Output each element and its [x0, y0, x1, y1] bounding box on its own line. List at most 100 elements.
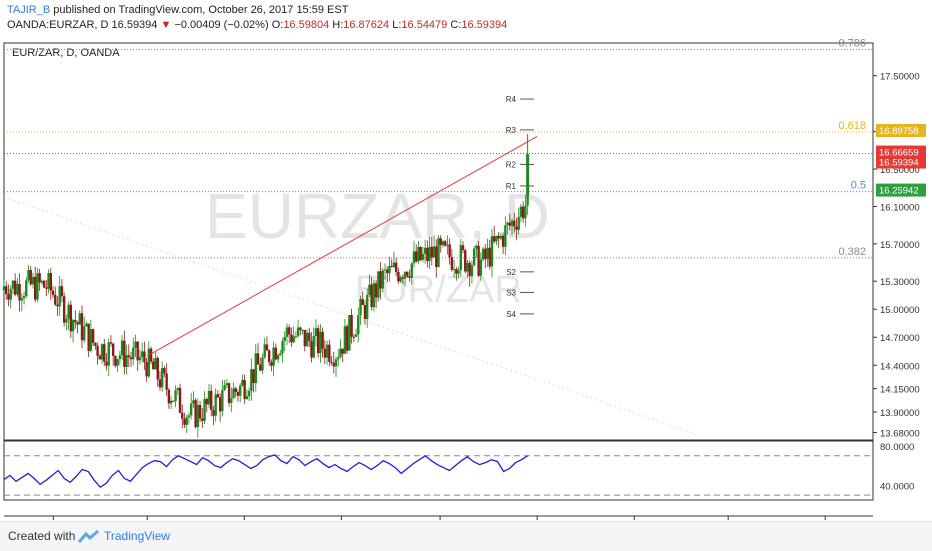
- candle-body: [18, 283, 21, 301]
- candle-body: [423, 247, 427, 254]
- candle-body: [341, 348, 344, 354]
- candle-body: [403, 271, 407, 279]
- candle-body: [354, 334, 358, 337]
- watermark-symbol: EURZAR, D: [205, 180, 550, 252]
- candle-body: [276, 355, 280, 360]
- candle-body: [386, 269, 389, 274]
- candle-body: [16, 283, 19, 295]
- candle-body: [218, 397, 222, 412]
- candle-body: [392, 262, 396, 267]
- candle-body: [71, 319, 75, 332]
- price-tag: [876, 183, 926, 197]
- candle-body: [506, 222, 509, 226]
- candle-body: [58, 286, 61, 307]
- candle-body: [56, 304, 59, 307]
- candle-body: [163, 368, 166, 374]
- candle-body: [203, 399, 206, 421]
- candle-body: [169, 400, 173, 404]
- candle-body: [178, 387, 182, 413]
- candle-body: [13, 280, 17, 295]
- candle-body: [36, 273, 39, 300]
- candle-body: [40, 280, 44, 283]
- candle-body: [212, 410, 215, 416]
- candle-body: [365, 294, 369, 320]
- candle-body: [138, 357, 142, 361]
- candle-body: [143, 351, 146, 363]
- candle-body: [372, 283, 376, 308]
- candle-body: [415, 251, 418, 262]
- pivot-label: S4: [506, 310, 516, 319]
- candle-body: [192, 400, 195, 404]
- candle-body: [486, 247, 489, 260]
- candle-body: [45, 287, 48, 289]
- pivot-label: R3: [506, 126, 517, 135]
- author-link[interactable]: TAJIR_B: [7, 4, 51, 16]
- candle-body: [114, 355, 117, 366]
- candle-body: [439, 238, 442, 246]
- candle-body: [5, 286, 8, 295]
- close-label: C:: [450, 19, 462, 31]
- candle-body: [321, 331, 324, 349]
- candle-body: [189, 403, 193, 416]
- candle-body: [194, 400, 197, 428]
- candle-body: [198, 404, 202, 419]
- low-label: L:: [392, 19, 402, 31]
- y-tick-label: 17.50000: [880, 72, 920, 83]
- y-tick-label: 15.70000: [880, 240, 920, 251]
- candle-body: [464, 250, 467, 272]
- candle-body: [468, 262, 471, 277]
- candle-body: [256, 353, 260, 365]
- candle-body: [69, 304, 73, 332]
- candle-body: [80, 313, 84, 341]
- chart-legend-title: EUR/ZAR, D, OANDA: [12, 47, 120, 59]
- candle-body: [517, 216, 520, 230]
- candle-body: [243, 379, 246, 399]
- pivot-label: S3: [506, 288, 516, 297]
- candle-body: [452, 269, 456, 271]
- candle-body: [368, 284, 371, 295]
- candle-body: [60, 286, 64, 297]
- candle-body: [526, 154, 530, 196]
- candle-body: [448, 244, 451, 258]
- candle-body: [504, 225, 507, 247]
- candle-body: [38, 273, 41, 283]
- candle-body: [216, 394, 220, 398]
- candle-body: [477, 245, 480, 276]
- candle-body: [118, 355, 122, 360]
- candle-body: [196, 404, 200, 428]
- candle-body: [227, 383, 231, 403]
- candle-body: [455, 269, 458, 274]
- candle-body: [352, 336, 356, 338]
- fib-level-label: 0.618: [838, 120, 866, 132]
- candle-body: [270, 362, 273, 366]
- candle-body: [161, 368, 164, 388]
- candle-body: [42, 280, 46, 288]
- candle-body: [96, 345, 99, 356]
- pivot-label: S2: [506, 268, 516, 277]
- candle-body: [394, 262, 398, 272]
- candle-body: [132, 347, 135, 360]
- candle-body: [27, 269, 30, 281]
- candle-body: [54, 294, 57, 305]
- down-arrow-icon: ▼: [160, 19, 172, 31]
- candle-body: [484, 248, 487, 260]
- price-tag: [876, 155, 926, 169]
- candle-body: [76, 322, 79, 325]
- y-tick-label: 15.00000: [880, 305, 920, 316]
- candle-body: [11, 280, 15, 289]
- candle-body: [330, 361, 333, 363]
- candle-body: [281, 341, 284, 354]
- symbol-info: OANDA:EURZAR, D 16.59394 ▼ −0.00409 (−0.…: [7, 19, 507, 31]
- candle-body: [274, 347, 278, 360]
- candle-body: [152, 361, 155, 370]
- candle-body: [443, 241, 447, 246]
- candle-body: [519, 206, 523, 217]
- candle-body: [89, 329, 93, 351]
- candle-body: [111, 343, 115, 356]
- tradingview-brand-link[interactable]: TradingView: [104, 529, 171, 543]
- candle-body: [265, 344, 269, 351]
- candle-body: [7, 294, 10, 300]
- rsi-line: [3, 454, 528, 489]
- candle-body: [408, 276, 411, 278]
